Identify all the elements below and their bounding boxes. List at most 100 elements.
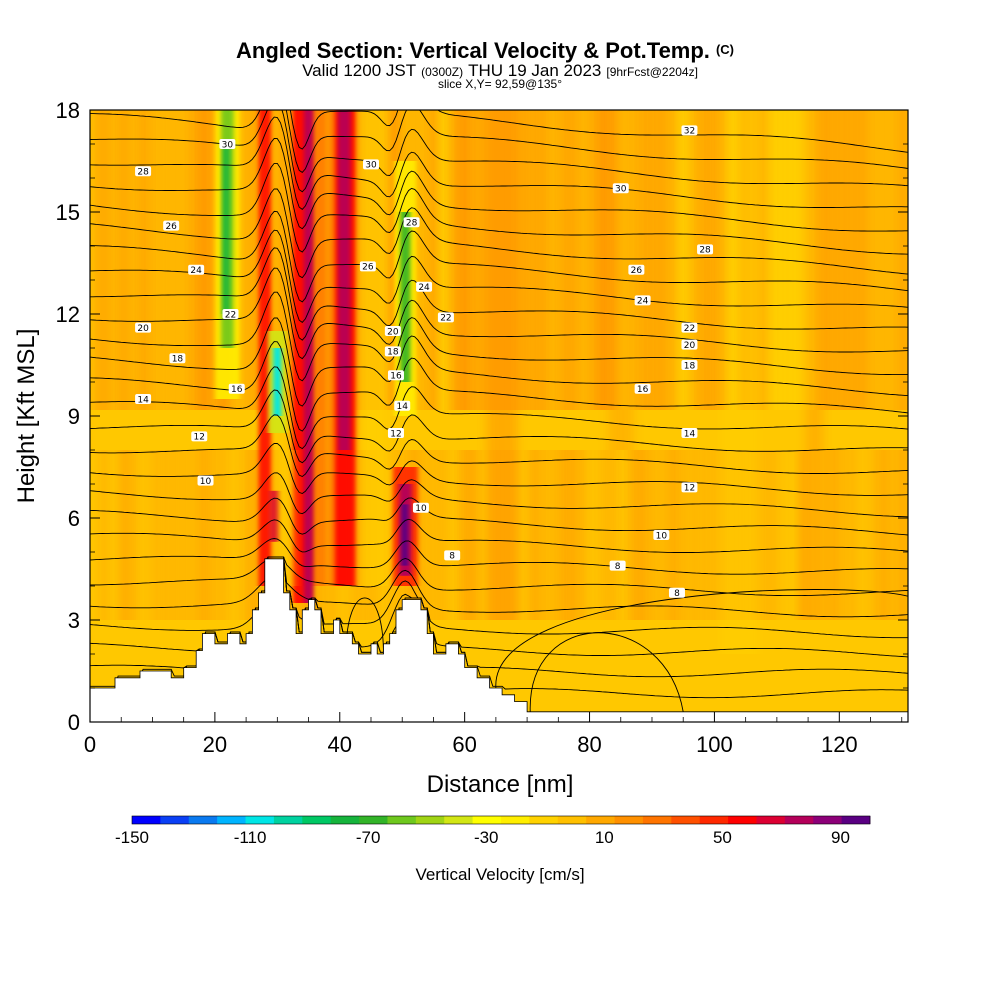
- field-strip: [119, 450, 131, 620]
- field-strip: [689, 110, 701, 410]
- svg-text:18: 18: [684, 361, 696, 371]
- field-strip: [819, 450, 830, 620]
- svg-text:28: 28: [699, 246, 711, 256]
- field-strip: [669, 110, 681, 410]
- field-strip: [629, 450, 641, 620]
- contour-label: 10: [653, 530, 670, 541]
- field-strip: [449, 110, 461, 410]
- isentrope-line: [289, 110, 908, 153]
- field-strip: [599, 110, 611, 410]
- field-strip: [679, 110, 691, 410]
- field-strip: [439, 450, 451, 620]
- field-strip: [279, 110, 291, 410]
- svg-text:14: 14: [684, 429, 696, 439]
- colorbar-swatch: [642, 816, 672, 824]
- field-strip: [419, 450, 431, 620]
- field-strip: [699, 450, 711, 620]
- isentrope-line: [90, 267, 908, 360]
- contour-label: 10: [412, 502, 429, 514]
- field-strip: [569, 450, 581, 620]
- y-tick-label: 12: [56, 302, 80, 327]
- isentrope-line: [90, 317, 908, 407]
- velocity-band: [337, 110, 351, 450]
- y-axis-label: Height [Kft MSL]: [13, 329, 40, 504]
- svg-text:22: 22: [440, 314, 451, 324]
- field-strip: [239, 110, 251, 410]
- colorbar-tick-label: -110: [234, 828, 267, 847]
- colorbar-swatch: [671, 816, 701, 824]
- field-strip: [449, 450, 461, 620]
- field-strip: [199, 450, 211, 620]
- contour-label: 16: [228, 383, 245, 395]
- field-strip: [579, 450, 591, 620]
- colorbar-swatch: [245, 816, 275, 824]
- svg-text:32: 32: [684, 127, 695, 137]
- field-strip: [109, 450, 121, 620]
- field-strip: [709, 110, 721, 410]
- terrain-mask: [90, 558, 908, 722]
- field-strip: [769, 110, 780, 410]
- contour-label: 28: [697, 244, 714, 256]
- isentrope-loop: [529, 632, 684, 712]
- isentrope-line: [90, 247, 908, 341]
- colorbar-swatch: [472, 816, 502, 824]
- y-axis: 0 3 6 9 12 15 18: [56, 98, 908, 735]
- colorbar-swatch: [415, 816, 445, 824]
- colorbar-swatch: [444, 816, 474, 824]
- x-axis-label: Distance [nm]: [427, 771, 574, 798]
- contour-label: 12: [681, 482, 698, 494]
- svg-text:26: 26: [631, 266, 643, 276]
- colorbar-swatch: [529, 816, 559, 824]
- contour-label: 30: [362, 159, 379, 171]
- svg-text:26: 26: [165, 222, 177, 232]
- field-strip: [859, 450, 870, 620]
- svg-text:20: 20: [387, 327, 399, 337]
- field-strip: [539, 450, 551, 620]
- isentrope-loop: [345, 597, 384, 655]
- field-strip: [819, 110, 830, 410]
- colorbar-swatch: [841, 816, 871, 824]
- svg-text:24: 24: [637, 297, 649, 307]
- colorbar-swatch: [132, 816, 161, 824]
- svg-text:16: 16: [390, 372, 402, 382]
- colorbar-swatch: [699, 816, 729, 824]
- field-strip: [129, 450, 141, 620]
- field-strip: [659, 110, 671, 410]
- svg-text:10: 10: [415, 504, 427, 514]
- field-strip: [469, 110, 481, 410]
- svg-text:26: 26: [362, 263, 374, 273]
- velocity-band: [278, 450, 295, 586]
- isentrope-line: [90, 138, 908, 232]
- isentrope-line: [90, 497, 908, 536]
- y-tick-label: 15: [56, 200, 80, 225]
- svg-text:12: 12: [194, 433, 205, 443]
- svg-text:12: 12: [390, 429, 401, 439]
- isentrope-line: [90, 556, 908, 597]
- contour-label: 26: [359, 261, 376, 273]
- velocity-band: [223, 144, 230, 314]
- field-strip: [789, 110, 800, 410]
- field-strip: [579, 110, 591, 410]
- isentrope-line: [90, 472, 908, 518]
- field-strip: [849, 450, 860, 620]
- x-tick-label: 120: [821, 732, 858, 757]
- x-tick-label: 40: [328, 732, 352, 757]
- contour-label: 24: [416, 281, 433, 293]
- velocity-band: [269, 490, 279, 542]
- field-strip: [139, 450, 151, 620]
- isentrope-line: [90, 116, 908, 211]
- isentrope-line: [90, 414, 908, 478]
- contour-label: 20: [681, 339, 698, 351]
- field-strip: [879, 110, 890, 410]
- field-strip: [159, 450, 171, 620]
- colorbar-swatch: [756, 816, 786, 824]
- contour-label: 20: [135, 322, 152, 334]
- field-strip: [479, 450, 491, 620]
- isentrope-line: [90, 366, 908, 450]
- field-strip: [549, 450, 561, 620]
- colorbar: -150 -110 -70 -30 10 50 90: [115, 815, 871, 847]
- colorbar-swatch: [217, 816, 246, 824]
- svg-text:8: 8: [674, 589, 680, 599]
- field-strip: [619, 450, 631, 620]
